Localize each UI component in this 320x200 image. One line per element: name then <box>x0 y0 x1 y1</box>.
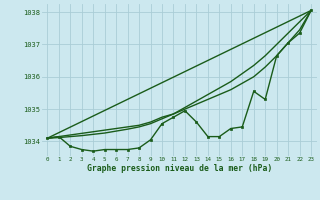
X-axis label: Graphe pression niveau de la mer (hPa): Graphe pression niveau de la mer (hPa) <box>87 164 272 173</box>
